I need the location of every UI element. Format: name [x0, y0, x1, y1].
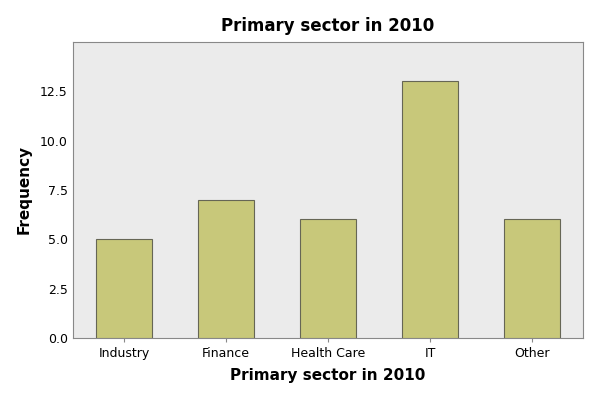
Bar: [300, 220, 356, 338]
Bar: [402, 81, 458, 338]
Title: Primary sector in 2010: Primary sector in 2010: [221, 17, 434, 35]
X-axis label: Primary sector in 2010: Primary sector in 2010: [230, 368, 426, 383]
Y-axis label: Frequency: Frequency: [17, 145, 32, 234]
Bar: [96, 239, 152, 338]
Bar: [198, 200, 254, 338]
Bar: [504, 220, 560, 338]
